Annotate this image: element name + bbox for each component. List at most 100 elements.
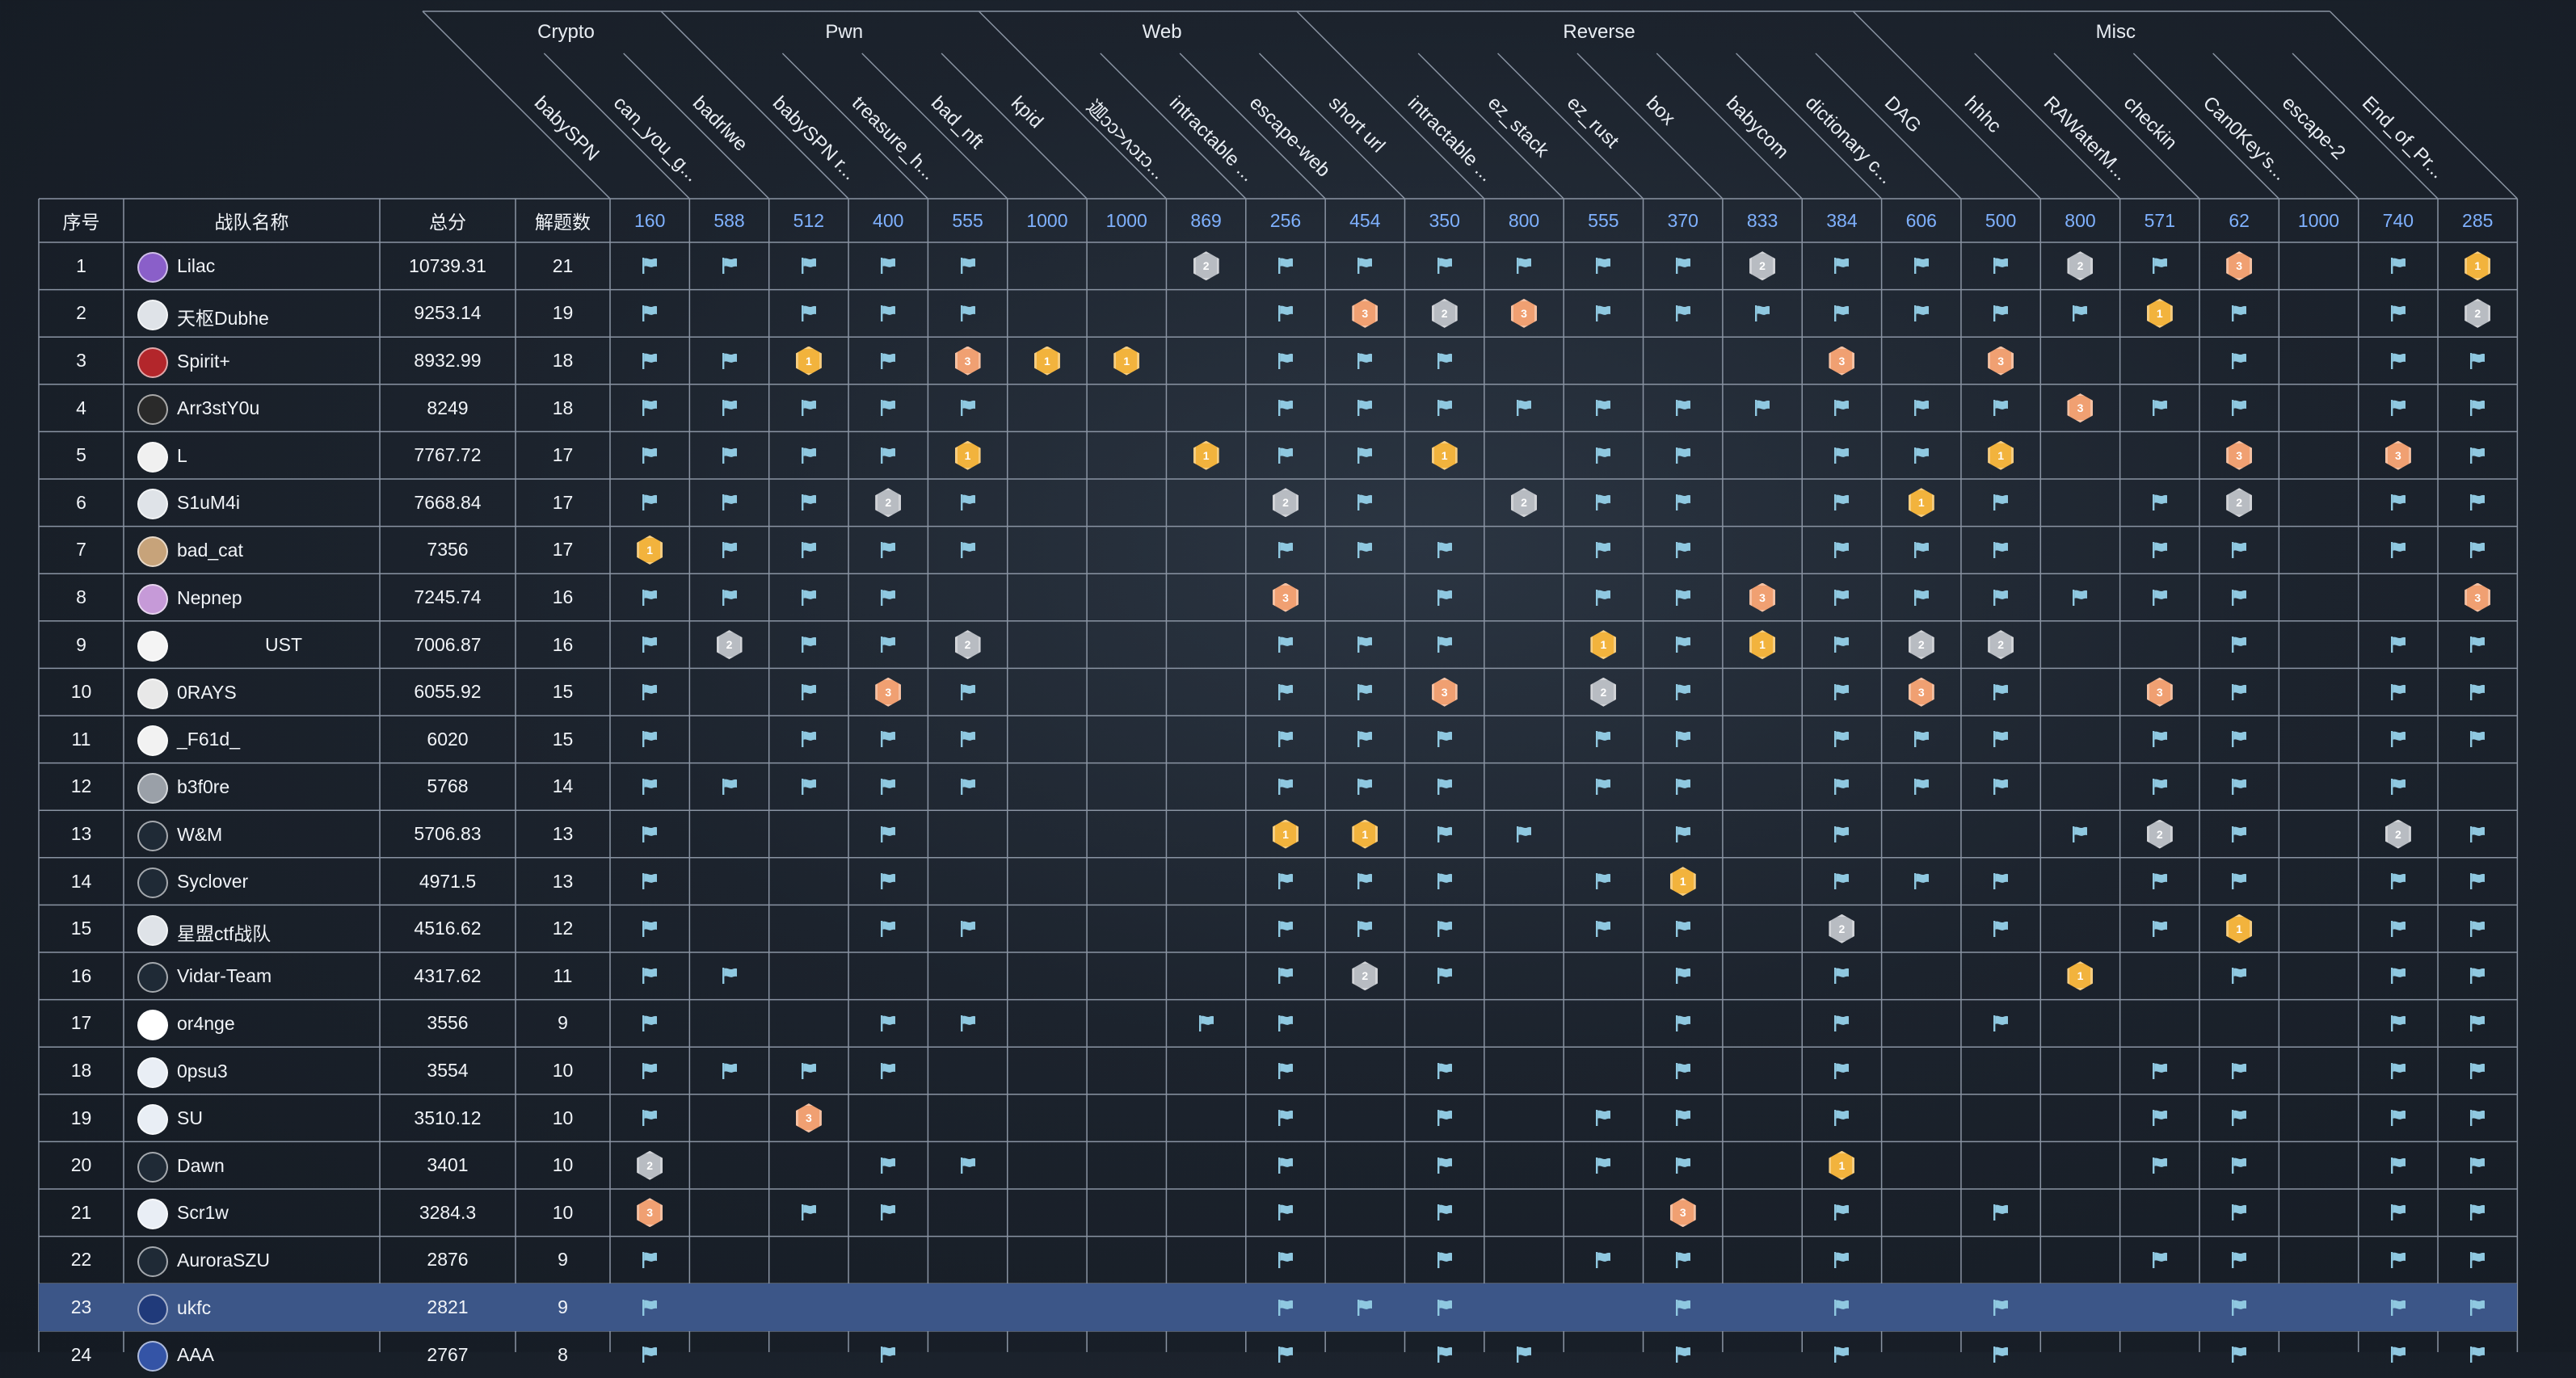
score-cell: 7245.74 [414,586,482,607]
solved-flag-icon [2389,966,2408,985]
solved-flag-icon [1832,966,1851,985]
solved-flag-icon [2150,1250,2170,1270]
solved-flag-icon [1435,1250,1454,1270]
team-name[interactable]: Vidar-Team [177,965,272,987]
solved-flag-icon [1355,540,1374,560]
medal-rank: 2 [1917,638,1925,652]
third-blood-medal-icon: 3 [1272,582,1299,612]
solved-flag-icon [958,1014,978,1033]
team-name[interactable]: or4nge [177,1012,235,1034]
third-blood-medal-icon: 3 [1431,677,1458,707]
solved-flag-icon [1355,729,1374,749]
medal-rank: 2 [1600,685,1607,699]
grid-line [1852,11,2041,200]
solved-flag-icon [2150,1108,2170,1128]
solved-flag-icon [1593,729,1613,749]
team-name[interactable]: W&M [177,823,223,845]
team-name[interactable]: SU [177,1107,203,1129]
solved-flag-icon [640,1108,659,1128]
column-header-score[interactable]: 总分 [429,212,466,233]
solved-flag-icon [2070,304,2090,323]
solved-flag-icon [720,351,739,371]
team-name[interactable]: Nepnep [177,586,242,608]
solved-flag-icon [1435,1108,1454,1128]
score-cell: 6020 [427,728,469,750]
solved-flag-icon [1832,825,1851,844]
solved-flag-icon [720,588,739,607]
solved-flag-icon [1276,398,1295,418]
solved-cell: 17 [552,444,574,466]
solved-flag-icon [1673,635,1693,654]
team-name[interactable]: Arr3stY0u [177,397,260,419]
second-blood-medal-icon: 2 [875,488,902,518]
rank-cell: 20 [70,1154,92,1176]
team-name[interactable]: AuroraSZU [177,1249,271,1271]
medal-rank: 1 [1679,875,1686,889]
solved-flag-icon [640,1250,659,1270]
medal-rank: 1 [964,448,971,462]
solved-flag-icon [2229,1061,2249,1081]
grid-line [2329,11,2518,200]
solved-flag-icon [958,919,978,939]
team-name[interactable]: UST [265,634,302,656]
solved-flag-icon [1673,1345,1693,1364]
team-name[interactable]: Spirit+ [177,350,230,372]
team-name[interactable]: Dawn [177,1154,225,1176]
team-name[interactable]: Lilac [177,255,216,277]
medal-rank: 3 [646,1206,654,1220]
team-name[interactable]: 0psu3 [177,1060,228,1082]
solved-flag-icon [1276,1156,1295,1175]
team-avatar-icon [137,1104,168,1136]
solved-flag-icon [2468,351,2487,371]
column-header-rank[interactable]: 序号 [62,212,100,233]
solved-flag-icon [2468,398,2487,418]
solved-flag-icon [1435,540,1454,560]
team-name[interactable]: S1uM4i [177,492,240,514]
solved-flag-icon [720,256,739,275]
score-cell: 4971.5 [419,870,477,892]
problem-score: 833 [1746,209,1778,231]
problem-score: 1000 [2297,209,2340,231]
solved-flag-icon [1991,683,2010,702]
rank-cell: 5 [76,444,86,466]
team-name[interactable]: 星盟ctf战队 [177,922,271,944]
column-header-team[interactable]: 战队名称 [214,212,289,233]
problem-score: 512 [793,209,825,231]
solved-flag-icon [2150,777,2170,796]
team-avatar-icon [137,868,168,899]
team-name[interactable]: bad_cat [177,539,243,561]
column-header-solved[interactable]: 解题数 [535,212,591,233]
team-name[interactable]: 0RAYS [177,681,237,703]
solved-flag-icon [720,493,739,512]
solved-flag-icon [2150,493,2170,512]
medal-rank: 1 [1441,448,1448,462]
solved-cell: 14 [552,775,574,797]
team-name[interactable]: Scr1w [177,1202,229,1224]
solved-flag-icon [878,398,898,418]
team-name[interactable]: 天枢Dubhe [177,307,269,329]
solved-flag-icon [2389,1250,2408,1270]
solved-flag-icon [878,729,898,749]
rank-cell: 7 [76,539,86,561]
solved-flag-icon [1912,446,1931,465]
team-name[interactable]: b3f0re [177,775,230,797]
team-name[interactable]: _F61d_ [177,729,241,750]
first-blood-medal-icon: 1 [1590,630,1617,660]
solved-flag-icon [799,398,819,418]
solved-flag-icon [1832,777,1851,796]
rank-cell: 11 [71,728,91,750]
team-name[interactable]: ukfc [177,1296,212,1318]
problem-score: 555 [1588,209,1619,231]
solved-flag-icon [1355,872,1374,891]
problem-score: 500 [1985,209,2017,231]
team-name[interactable]: Syclover [177,871,249,893]
solved-flag-icon [1276,1250,1295,1270]
medal-rank: 1 [1202,448,1210,462]
solved-flag-icon [1991,777,2010,796]
team-name[interactable]: AAA [177,1344,215,1366]
team-avatar-icon [137,631,168,662]
solved-flag-icon [1832,304,1851,323]
team-name[interactable]: L [177,444,187,466]
grid-line [660,11,849,200]
solved-flag-icon [2229,635,2249,654]
